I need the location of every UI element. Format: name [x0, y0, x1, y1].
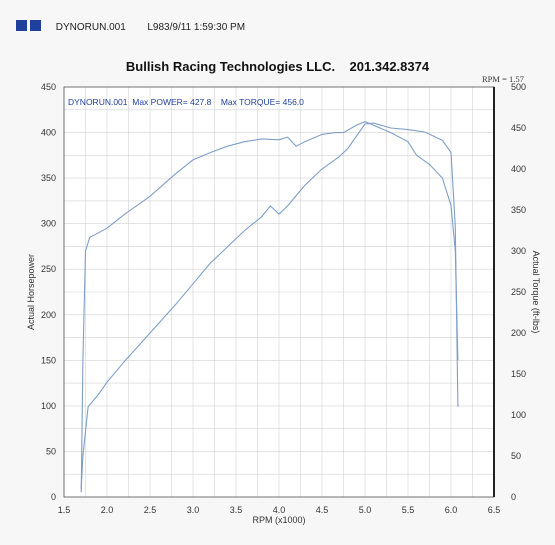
torque-line: [80, 122, 459, 489]
y-right-tick-label: 50: [511, 451, 521, 461]
y-right-tick-label: 200: [511, 328, 526, 338]
y-right-tick-label: 400: [511, 164, 526, 174]
chart-title: Bullish Racing Technologies LLC. 201.342…: [125, 59, 430, 74]
x-tick-label: 5.0: [359, 505, 372, 515]
y-right-tick-label: 500: [511, 82, 526, 92]
y-left-tick-label: 0: [51, 492, 56, 502]
y-right-axis-label: Actual Torque (ft-lbs): [531, 251, 541, 334]
y-right-tick-label: 100: [511, 410, 526, 420]
run-timestamp: L983/9/11 1:59:30 PM: [147, 22, 246, 33]
y-left-tick-label: 150: [41, 355, 56, 365]
x-tick-label: 5.5: [402, 505, 415, 515]
y-right-tick-label: 250: [511, 287, 526, 297]
horsepower-line: [80, 121, 459, 493]
y-left-tick-label: 450: [41, 82, 56, 92]
run-file-name: DYNORUN.001: [55, 22, 126, 33]
header-bar: DYNORUN.001 L983/9/11 1:59:30 PM: [16, 20, 245, 33]
y-left-tick-label: 250: [41, 264, 56, 274]
x-tick-label: 3.0: [187, 505, 200, 515]
y-right-tick-label: 300: [511, 246, 526, 256]
x-tick-label: 3.5: [230, 505, 243, 515]
y-right-tick-label: 350: [511, 205, 526, 215]
x-tick-label: 6.0: [445, 505, 458, 515]
y-left-axis-label: Actual Horsepower: [26, 254, 36, 330]
x-tick-label: 6.5: [488, 505, 501, 515]
y-right-tick-label: 0: [511, 492, 516, 502]
x-tick-label: 1.5: [58, 505, 71, 515]
rpm-ratio-label: RPM = 1.57: [482, 74, 524, 84]
y-right-tick-label: 450: [511, 123, 526, 133]
x-tick-label: 2.0: [101, 505, 114, 515]
x-tick-label: 4.0: [273, 505, 286, 515]
x-tick-label: 4.5: [316, 505, 329, 515]
header-square-icon: [30, 20, 41, 31]
y-left-tick-label: 300: [41, 219, 56, 229]
header-square-icon: [16, 20, 27, 31]
y-left-tick-label: 50: [46, 446, 56, 456]
x-axis-label: RPM (x1000): [252, 515, 305, 525]
y-left-tick-label: 350: [41, 173, 56, 183]
x-tick-label: 2.5: [144, 505, 157, 515]
y-left-tick-label: 400: [41, 128, 56, 138]
y-left-tick-label: 200: [41, 310, 56, 320]
max-values-annotation: DYNORUN.001 Max POWER= 427.8 Max TORQUE=…: [68, 97, 304, 107]
y-right-tick-label: 150: [511, 369, 526, 379]
y-left-tick-label: 100: [41, 401, 56, 411]
